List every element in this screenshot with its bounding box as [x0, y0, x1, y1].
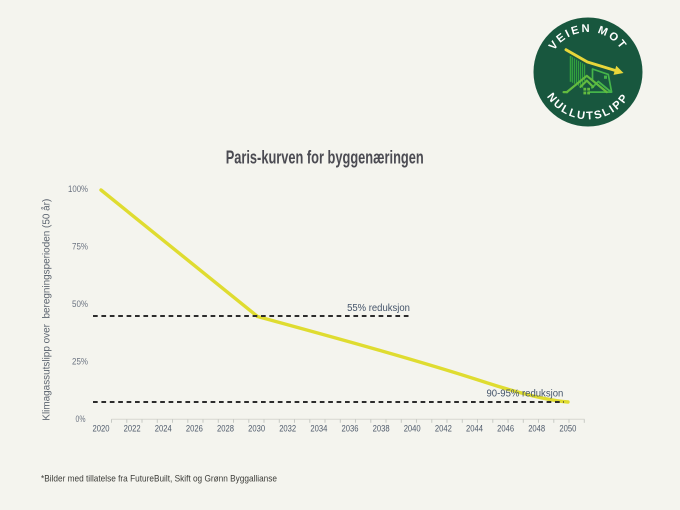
svg-text:2050: 2050	[559, 424, 576, 434]
svg-text:0%: 0%	[76, 414, 86, 424]
svg-text:2022: 2022	[124, 424, 141, 434]
svg-text:55% reduksjon: 55% reduksjon	[347, 303, 410, 314]
svg-text:2024: 2024	[155, 424, 172, 434]
svg-text:25%: 25%	[72, 357, 88, 367]
svg-text:2034: 2034	[310, 424, 327, 434]
svg-text:50%: 50%	[72, 299, 88, 309]
svg-text:2048: 2048	[528, 424, 545, 434]
svg-text:2036: 2036	[342, 424, 359, 434]
svg-text:2030: 2030	[248, 424, 265, 434]
svg-text:2032: 2032	[279, 424, 296, 434]
svg-text:2020: 2020	[93, 424, 110, 434]
svg-text:2044: 2044	[466, 424, 483, 434]
svg-text:2042: 2042	[435, 424, 452, 434]
svg-text:2038: 2038	[373, 424, 390, 434]
svg-text:75%: 75%	[72, 242, 88, 252]
svg-text:2040: 2040	[404, 424, 421, 434]
svg-text:2028: 2028	[217, 424, 234, 434]
svg-text:Klimagassutslipp over beregni: Klimagassutslipp over beregningsperioden…	[40, 199, 52, 421]
svg-text:2026: 2026	[186, 424, 203, 434]
svg-text:*Bilder med tillatelse fra Fut: *Bilder med tillatelse fra FutureBuilt, …	[41, 474, 277, 484]
svg-text:Paris-kurven for byggenæringen: Paris-kurven for byggenæringen	[226, 148, 424, 168]
svg-text:100%: 100%	[68, 184, 88, 194]
svg-text:2046: 2046	[497, 424, 514, 434]
svg-text:90-95% reduksjon: 90-95% reduksjon	[487, 389, 564, 400]
